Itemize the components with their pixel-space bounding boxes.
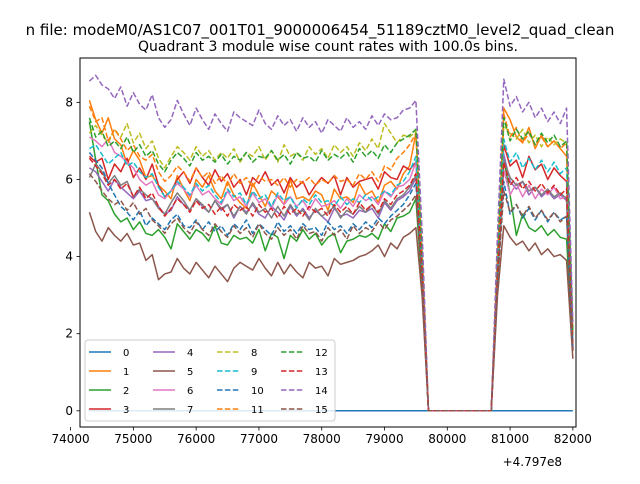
legend-label-13: 13 <box>315 367 328 378</box>
x-tick-label: 80000 <box>428 432 466 446</box>
x-tick-label: 78000 <box>303 432 341 446</box>
x-tick-label: 74000 <box>51 432 89 446</box>
x-tick-label: 82000 <box>554 432 592 446</box>
y-axis: 0 2 4 6 8 <box>65 95 80 418</box>
chart-title: Quadrant 3 module wise count rates with … <box>138 39 518 55</box>
legend-label-5: 5 <box>187 367 193 378</box>
plot-frame <box>79 57 577 428</box>
series-layer <box>88 74 574 412</box>
y-tick-label: 0 <box>65 404 73 418</box>
series-line-14 <box>88 74 574 412</box>
legend-label-9: 9 <box>251 367 257 378</box>
legend-label-6: 6 <box>187 386 193 397</box>
legend-label-3: 3 <box>123 405 129 416</box>
x-tick-label: 75000 <box>114 432 152 446</box>
legend-label-2: 2 <box>123 386 129 397</box>
legend-label-10: 10 <box>251 386 264 397</box>
x-axis: 74000 75000 76000 77000 78000 79000 80000 81000… <box>51 427 592 446</box>
legend-label-4: 4 <box>187 348 193 359</box>
x-tick-label: 76000 <box>177 432 215 446</box>
x-offset-label: +4.797e8 <box>503 455 562 469</box>
x-tick-label: 77000 <box>240 432 278 446</box>
y-tick-label: 4 <box>65 250 73 264</box>
legend-frame <box>84 339 336 422</box>
legend-label-14: 14 <box>315 386 328 397</box>
series-line-9 <box>89 138 574 412</box>
y-tick-label: 2 <box>65 327 73 341</box>
legend-label-1: 1 <box>123 367 129 378</box>
legend-label-11: 11 <box>251 405 264 416</box>
legend-label-15: 15 <box>315 405 328 416</box>
x-tick-label: 79000 <box>365 432 403 446</box>
legend-label-12: 12 <box>315 348 328 359</box>
series-line-8 <box>88 122 574 412</box>
series-line-15 <box>88 173 574 412</box>
y-tick-label: 6 <box>65 172 73 186</box>
x-tick-label: 81000 <box>491 432 529 446</box>
legend-label-0: 0 <box>123 348 129 359</box>
chart-suptitle: n file: modeM0/AS1C07_001T01_9000006454_… <box>26 21 615 40</box>
legend-label-8: 8 <box>251 348 257 359</box>
legend-label-7: 7 <box>187 405 193 416</box>
y-tick-label: 8 <box>65 95 73 109</box>
